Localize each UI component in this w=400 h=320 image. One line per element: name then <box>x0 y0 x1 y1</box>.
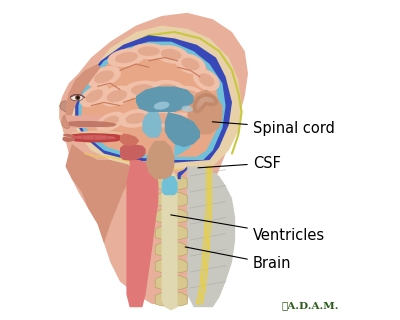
Ellipse shape <box>96 112 125 132</box>
Ellipse shape <box>193 69 220 91</box>
Ellipse shape <box>70 94 83 101</box>
Ellipse shape <box>154 101 170 110</box>
Polygon shape <box>178 166 187 179</box>
Polygon shape <box>66 144 130 243</box>
Ellipse shape <box>181 58 200 70</box>
Ellipse shape <box>126 113 146 124</box>
Ellipse shape <box>193 95 210 110</box>
Polygon shape <box>155 292 187 306</box>
Ellipse shape <box>130 43 167 59</box>
Ellipse shape <box>80 85 109 107</box>
Ellipse shape <box>201 97 213 102</box>
Ellipse shape <box>200 94 218 106</box>
Polygon shape <box>155 259 187 273</box>
Ellipse shape <box>196 98 206 106</box>
Polygon shape <box>60 101 69 112</box>
Polygon shape <box>72 131 123 134</box>
Polygon shape <box>64 115 123 128</box>
Polygon shape <box>155 226 187 239</box>
Ellipse shape <box>175 53 206 75</box>
Ellipse shape <box>194 94 212 107</box>
Polygon shape <box>62 137 75 142</box>
Polygon shape <box>155 176 187 189</box>
Ellipse shape <box>202 100 217 112</box>
Polygon shape <box>72 135 117 140</box>
Ellipse shape <box>197 96 222 116</box>
Ellipse shape <box>204 97 215 103</box>
Polygon shape <box>187 90 222 134</box>
Ellipse shape <box>196 100 204 109</box>
Polygon shape <box>142 112 162 138</box>
Ellipse shape <box>115 52 138 63</box>
Text: CSF: CSF <box>198 156 281 171</box>
Polygon shape <box>120 145 146 161</box>
Ellipse shape <box>102 116 119 128</box>
Ellipse shape <box>131 84 154 95</box>
Ellipse shape <box>108 48 145 67</box>
Polygon shape <box>59 13 248 304</box>
Ellipse shape <box>175 116 193 127</box>
Ellipse shape <box>169 112 199 131</box>
Polygon shape <box>75 35 232 163</box>
Ellipse shape <box>198 73 214 87</box>
Polygon shape <box>66 64 101 115</box>
Ellipse shape <box>138 46 160 56</box>
Text: Ventricles: Ventricles <box>171 215 325 243</box>
Polygon shape <box>62 115 70 129</box>
Polygon shape <box>155 243 187 256</box>
Ellipse shape <box>100 86 134 106</box>
Polygon shape <box>82 45 219 157</box>
Ellipse shape <box>182 106 193 112</box>
Ellipse shape <box>161 49 182 60</box>
Ellipse shape <box>151 113 172 124</box>
Ellipse shape <box>199 97 211 102</box>
Ellipse shape <box>181 90 200 102</box>
Polygon shape <box>63 134 74 137</box>
Ellipse shape <box>150 80 186 99</box>
Ellipse shape <box>175 86 206 106</box>
Polygon shape <box>68 121 117 127</box>
Ellipse shape <box>198 97 208 104</box>
Polygon shape <box>146 141 174 179</box>
Polygon shape <box>120 133 139 146</box>
Ellipse shape <box>198 93 217 105</box>
Polygon shape <box>187 166 235 307</box>
Ellipse shape <box>192 96 207 113</box>
Ellipse shape <box>77 97 79 99</box>
Ellipse shape <box>86 89 103 103</box>
Polygon shape <box>78 42 226 160</box>
Polygon shape <box>162 176 178 195</box>
Ellipse shape <box>196 93 214 105</box>
Polygon shape <box>155 209 187 223</box>
Text: Spinal cord: Spinal cord <box>212 121 335 135</box>
Polygon shape <box>126 160 158 307</box>
Ellipse shape <box>106 90 127 102</box>
Ellipse shape <box>62 102 68 111</box>
Ellipse shape <box>154 45 189 64</box>
Ellipse shape <box>75 95 80 100</box>
Polygon shape <box>72 26 242 170</box>
Polygon shape <box>72 132 123 142</box>
Ellipse shape <box>94 70 114 83</box>
Polygon shape <box>174 128 194 157</box>
Polygon shape <box>136 86 194 112</box>
Ellipse shape <box>118 109 154 128</box>
Polygon shape <box>162 173 178 310</box>
Ellipse shape <box>87 66 121 88</box>
Text: ✶A.D.A.M.: ✶A.D.A.M. <box>282 301 339 310</box>
Ellipse shape <box>144 109 179 127</box>
Polygon shape <box>165 112 200 147</box>
Polygon shape <box>155 276 187 289</box>
Ellipse shape <box>157 84 179 95</box>
Text: Brain: Brain <box>185 247 291 271</box>
Polygon shape <box>155 193 187 206</box>
Ellipse shape <box>123 81 162 99</box>
